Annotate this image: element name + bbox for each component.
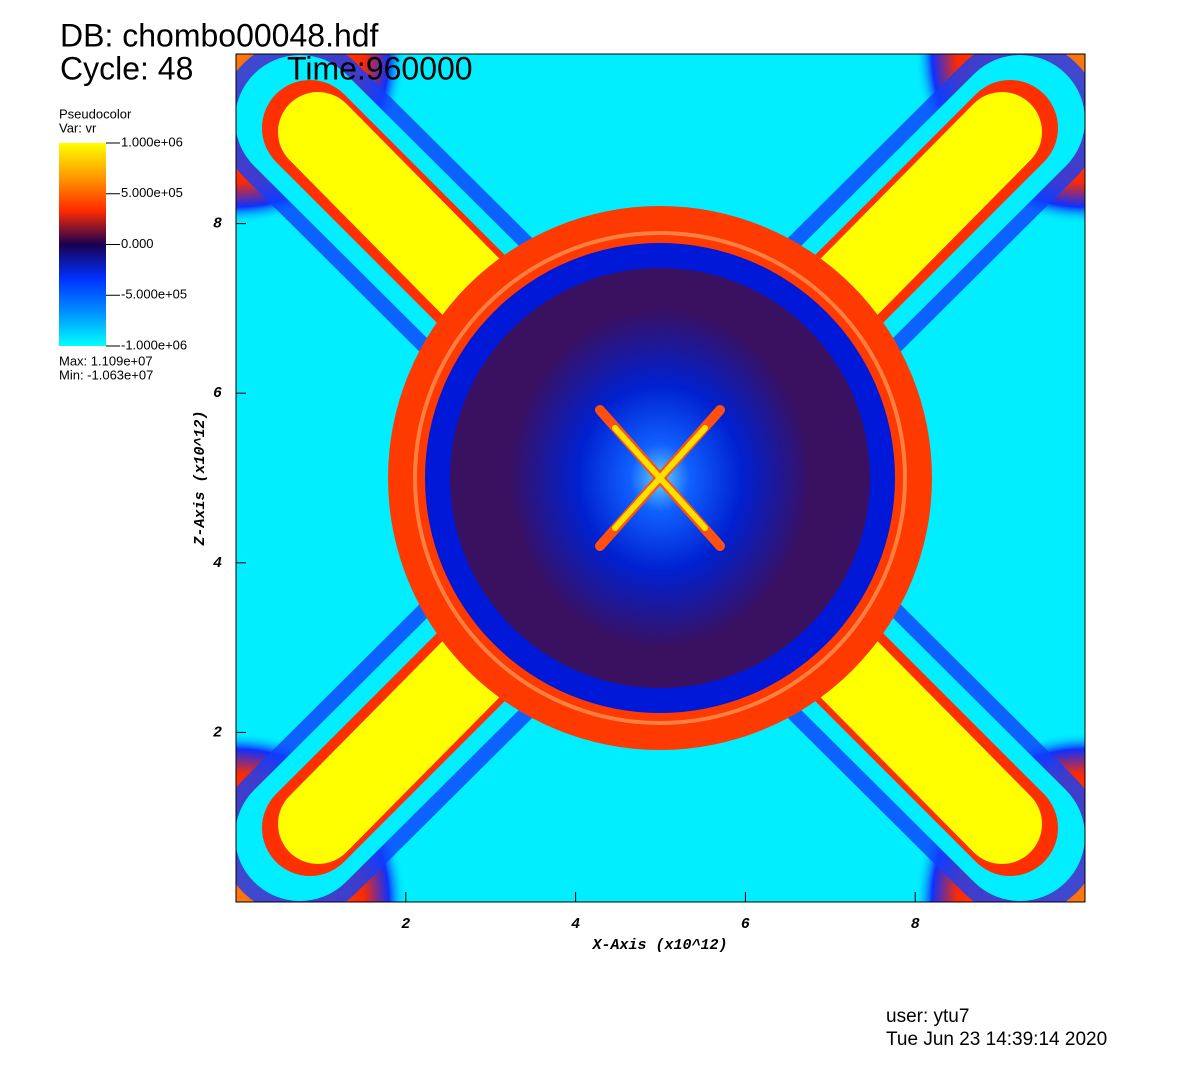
legend-title: Pseudocolor <box>59 106 132 121</box>
user-label: user: ytu7 <box>886 1006 969 1027</box>
cycle-label: Cycle: 48 <box>60 50 193 86</box>
plot-frame <box>235 53 1086 903</box>
pseudocolor-field <box>236 54 1085 902</box>
inner-jets-core <box>612 425 708 531</box>
shock-ring-edge <box>413 231 907 725</box>
legend-min: Min: -1.063e+07 <box>59 367 153 382</box>
y-tick-label: 2 <box>213 724 222 741</box>
db-title: DB: chombo00048.hdf <box>60 17 379 53</box>
time-label: Time:960000 <box>287 50 473 86</box>
colorbar-tick-label: 0.000 <box>121 236 154 251</box>
x-axis-label: X-Axis (x10^12) <box>591 937 727 954</box>
x-tick-label: 4 <box>571 916 580 933</box>
y-axis-label: Z-Axis (x10^12) <box>192 410 209 546</box>
colorbar-tick-label: -5.000e+05 <box>121 287 187 302</box>
y-tick-label: 8 <box>213 216 222 233</box>
colorbar-tick-label: 5.000e+05 <box>121 185 183 200</box>
date-label: Tue Jun 23 14:39:14 2020 <box>886 1029 1107 1050</box>
legend-variable: Var: vr <box>59 120 97 135</box>
x-tick-label: 6 <box>741 916 750 933</box>
x-tick-label: 8 <box>911 916 920 933</box>
colorbar <box>59 143 106 346</box>
colorbar-tick-label: -1.000e+06 <box>121 337 187 352</box>
x-tick-label: 2 <box>401 916 410 933</box>
y-tick-label: 4 <box>213 555 222 572</box>
legend-max: Max: 1.109e+07 <box>59 353 153 368</box>
colorbar-tick-label: 1.000e+06 <box>121 134 183 149</box>
y-tick-label: 6 <box>213 385 222 402</box>
